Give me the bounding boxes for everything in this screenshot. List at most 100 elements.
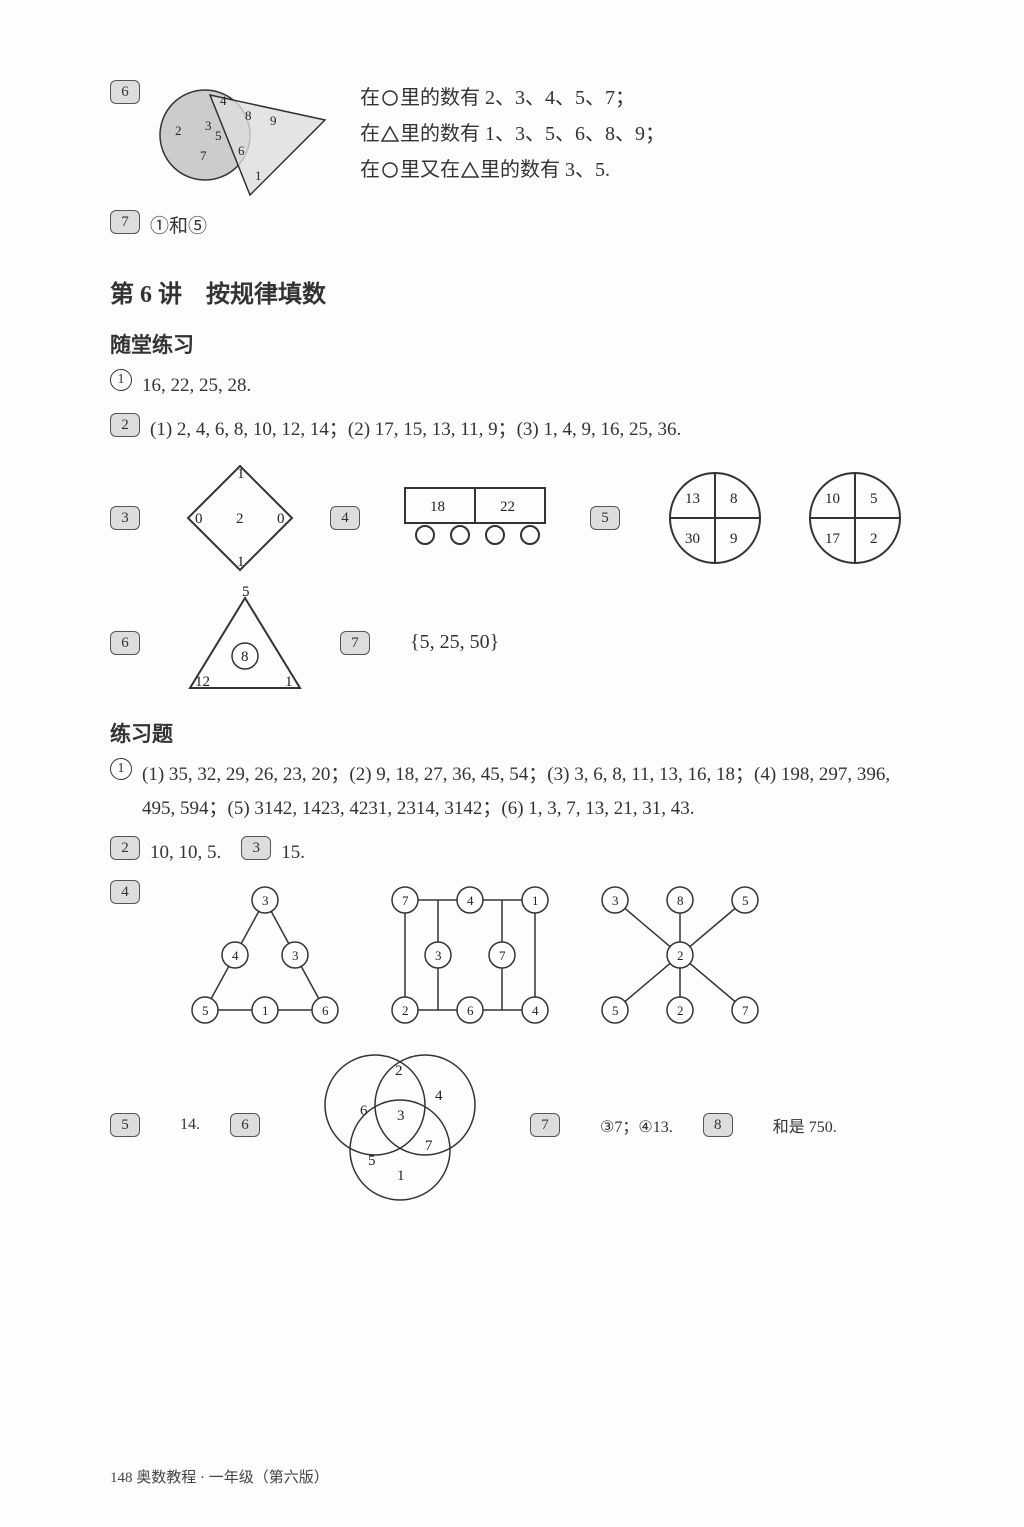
ex4-triangle: 3 4 3 5 1 6	[180, 880, 350, 1030]
item-7: 7 ①和⑤	[110, 210, 924, 244]
svg-text:5: 5	[870, 491, 878, 507]
svg-text:7: 7	[200, 148, 207, 163]
svg-text:7: 7	[742, 1003, 749, 1018]
lesson-title: 第 6 讲 按规律填数	[110, 274, 924, 309]
svg-text:9: 9	[270, 113, 277, 128]
ex-23: 2 10, 10, 5. 3 15.	[110, 836, 924, 870]
badge-e6: 6	[230, 1113, 260, 1137]
badge-3: 3	[110, 506, 140, 530]
svg-text:1: 1	[237, 466, 245, 482]
inclass-row-67: 6 5 8 12 1 7 {5, 25, 50}	[110, 588, 924, 698]
svg-text:2: 2	[175, 123, 182, 138]
svg-text:13: 13	[685, 491, 700, 507]
q3-diamond: 1 0 2 0 1	[180, 458, 300, 578]
svg-text:8: 8	[677, 893, 684, 908]
ex-1: 1 (1) 35, 32, 29, 26, 23, 20；(2) 9, 18, …	[110, 758, 924, 826]
svg-text:2: 2	[236, 511, 244, 527]
svg-text:22: 22	[500, 499, 515, 515]
svg-text:4: 4	[220, 93, 227, 108]
svg-text:1: 1	[285, 674, 293, 690]
q5-circle-1: 13 8 30 9	[660, 468, 770, 568]
svg-text:6: 6	[467, 1003, 474, 1018]
circle-1: 1	[110, 369, 132, 391]
badge-e7: 7	[530, 1113, 560, 1137]
svg-text:3: 3	[292, 948, 299, 963]
svg-text:4: 4	[435, 1088, 443, 1104]
circle-e1: 1	[110, 758, 132, 780]
page-footer: 148 奥数教程 · 一年级（第六版）	[110, 1466, 329, 1487]
badge-4: 4	[330, 506, 360, 530]
badge-6b: 6	[110, 631, 140, 655]
inclass-row-345: 3 1 0 2 0 1 4 18 22 5 13 8 30	[110, 458, 924, 578]
svg-text:3: 3	[397, 1108, 405, 1124]
svg-text:18: 18	[430, 499, 445, 515]
svg-text:8: 8	[241, 649, 249, 665]
svg-text:1: 1	[397, 1168, 405, 1184]
svg-text:6: 6	[238, 143, 245, 158]
svg-text:5: 5	[215, 128, 222, 143]
svg-text:6: 6	[322, 1003, 329, 1018]
svg-text:3: 3	[262, 893, 269, 908]
inclass-title: 随堂练习	[110, 329, 924, 359]
svg-text:1: 1	[262, 1003, 269, 1018]
svg-text:5: 5	[742, 893, 749, 908]
q7b-text: {5, 25, 50}	[410, 631, 499, 654]
svg-text:2: 2	[395, 1063, 403, 1079]
q7-text: ①和⑤	[150, 210, 924, 244]
q6-triangle: 5 8 12 1	[180, 588, 310, 698]
badge-e5: 5	[110, 1113, 140, 1137]
svg-text:7: 7	[425, 1138, 433, 1154]
badge-7: 7	[110, 210, 140, 234]
badge-e3: 3	[241, 836, 271, 860]
svg-text:4: 4	[532, 1003, 539, 1018]
q6-diagram: 2 4 3 5 7 6 8 9 1	[150, 80, 340, 200]
ex6-venn: 2 4 3 6 7 5 1	[300, 1040, 500, 1210]
svg-text:2: 2	[402, 1003, 409, 1018]
page: 6 2 4 3 5 7 6 8 9 1 在里的数有 2、3、4、5、7； 在里的…	[0, 0, 1024, 1527]
ex-4: 4 3 4 3 5 1 6 7	[110, 880, 924, 1030]
svg-text:1: 1	[237, 554, 245, 570]
svg-text:7: 7	[402, 893, 409, 908]
svg-text:3: 3	[612, 893, 619, 908]
ex-title: 练习题	[110, 718, 924, 748]
q4-cart: 18 22	[400, 483, 560, 553]
svg-text:9: 9	[730, 531, 738, 547]
svg-text:10: 10	[825, 491, 840, 507]
svg-text:3: 3	[435, 948, 442, 963]
item-6: 6 2 4 3 5 7 6 8 9 1 在里的数有 2、3、4、5、7； 在里的…	[110, 80, 924, 200]
q6-text: 在里的数有 2、3、4、5、7； 在里的数有 1、3、5、6、8、9； 在里又在…	[360, 80, 665, 188]
svg-text:5: 5	[202, 1003, 209, 1018]
badge-2: 2	[110, 413, 140, 437]
badge-5: 5	[590, 506, 620, 530]
svg-text:4: 4	[232, 948, 239, 963]
inclass-2: 2 (1) 2, 4, 6, 8, 10, 12, 14；(2) 17, 15,…	[110, 413, 924, 447]
q5-circle-2: 10 5 17 2	[800, 468, 910, 568]
badge-6: 6	[110, 80, 140, 104]
ex-5678: 5 14. 6 2 4 3 6 7 5 1 7 ③7；④13. 8 和是 750…	[110, 1040, 924, 1210]
svg-text:0: 0	[195, 511, 203, 527]
svg-text:8: 8	[245, 108, 252, 123]
svg-text:5: 5	[242, 584, 250, 600]
svg-text:3: 3	[205, 118, 212, 133]
svg-text:1: 1	[532, 893, 539, 908]
badge-e8: 8	[703, 1113, 733, 1137]
ex4-x: 3 8 5 2 5 2 7	[590, 880, 770, 1030]
ex4-square: 7 4 1 3 7 2 6 4	[380, 880, 560, 1030]
svg-text:1: 1	[255, 168, 262, 183]
svg-text:2: 2	[677, 1003, 684, 1018]
svg-text:30: 30	[685, 531, 700, 547]
badge-7b: 7	[340, 631, 370, 655]
inclass-1: 1 16, 22, 25, 28.	[110, 369, 924, 403]
svg-text:5: 5	[612, 1003, 619, 1018]
badge-e2: 2	[110, 836, 140, 860]
svg-text:8: 8	[730, 491, 738, 507]
svg-text:0: 0	[277, 511, 285, 527]
svg-text:7: 7	[499, 948, 506, 963]
svg-text:12: 12	[195, 674, 210, 690]
svg-text:4: 4	[467, 893, 474, 908]
svg-text:6: 6	[360, 1103, 368, 1119]
svg-text:5: 5	[368, 1153, 376, 1169]
badge-e4: 4	[110, 880, 140, 904]
svg-text:2: 2	[870, 531, 878, 547]
svg-text:2: 2	[677, 948, 684, 963]
